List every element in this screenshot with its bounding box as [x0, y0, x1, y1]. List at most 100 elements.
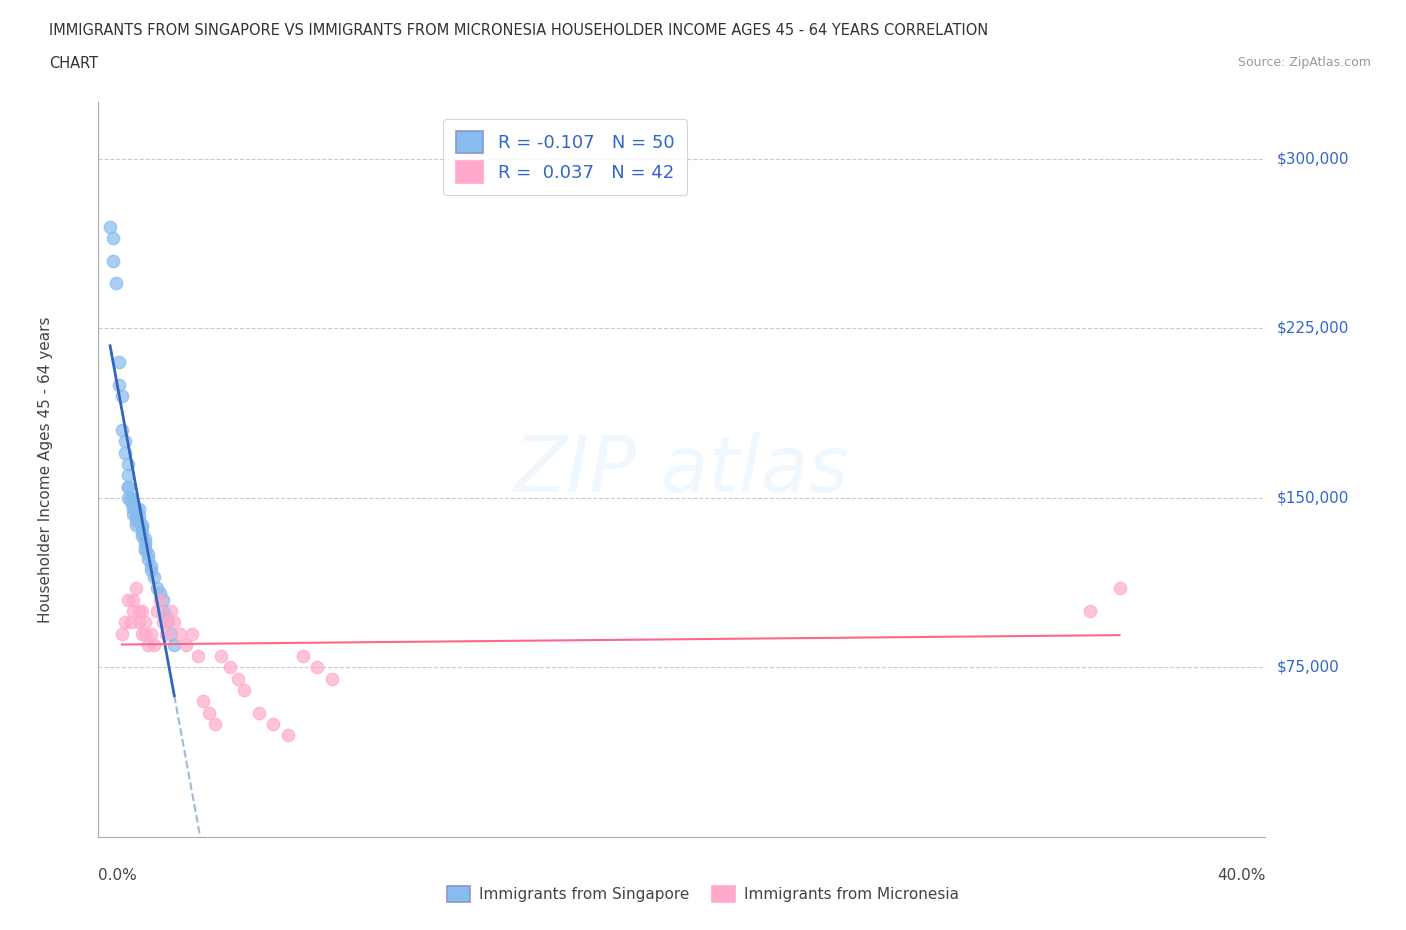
Point — [233, 683, 256, 698]
Point — [104, 275, 127, 290]
Point — [117, 457, 139, 472]
Point — [149, 585, 172, 600]
Point — [114, 615, 136, 630]
Legend: Immigrants from Singapore, Immigrants from Micronesia: Immigrants from Singapore, Immigrants fr… — [440, 880, 966, 909]
Point — [321, 671, 343, 686]
Point — [142, 569, 165, 584]
Point — [101, 231, 124, 246]
Legend: R = -0.107   N = 50, R =  0.037   N = 42: R = -0.107 N = 50, R = 0.037 N = 42 — [443, 119, 688, 195]
Point — [1080, 604, 1102, 618]
Point — [111, 389, 134, 404]
Point — [163, 615, 186, 630]
Point — [163, 637, 186, 652]
Point — [131, 518, 153, 533]
Point — [136, 551, 159, 566]
Point — [128, 502, 150, 517]
Point — [139, 626, 162, 641]
Text: 0.0%: 0.0% — [98, 868, 138, 883]
Point — [174, 637, 197, 652]
Point — [218, 660, 240, 675]
Point — [114, 434, 136, 449]
Point — [152, 604, 174, 618]
Point — [198, 705, 221, 720]
Point — [193, 694, 215, 709]
Point — [128, 513, 150, 528]
Point — [187, 649, 209, 664]
Point — [152, 592, 174, 607]
Point — [122, 506, 145, 521]
Point — [262, 716, 284, 731]
Point — [125, 518, 148, 533]
Point — [122, 592, 145, 607]
Point — [1108, 581, 1130, 596]
Point — [134, 540, 156, 555]
Point — [149, 592, 172, 607]
Point — [114, 445, 136, 460]
Point — [134, 531, 156, 546]
Point — [131, 626, 153, 641]
Point — [117, 490, 139, 505]
Point — [128, 604, 150, 618]
Point — [122, 502, 145, 517]
Point — [157, 615, 180, 630]
Point — [125, 509, 148, 524]
Point — [120, 490, 142, 505]
Point — [122, 495, 145, 510]
Point — [120, 495, 142, 510]
Point — [108, 378, 131, 392]
Point — [125, 581, 148, 596]
Point — [136, 547, 159, 562]
Text: $75,000: $75,000 — [1277, 660, 1340, 675]
Point — [101, 253, 124, 268]
Point — [128, 615, 150, 630]
Point — [155, 608, 177, 623]
Point — [157, 615, 180, 630]
Point — [117, 479, 139, 494]
Point — [128, 509, 150, 524]
Point — [134, 536, 156, 551]
Text: IMMIGRANTS FROM SINGAPORE VS IMMIGRANTS FROM MICRONESIA HOUSEHOLDER INCOME AGES : IMMIGRANTS FROM SINGAPORE VS IMMIGRANTS … — [49, 23, 988, 38]
Text: 40.0%: 40.0% — [1218, 868, 1265, 883]
Point — [122, 604, 145, 618]
Point — [131, 604, 153, 618]
Point — [204, 716, 226, 731]
Point — [160, 626, 183, 641]
Point — [139, 563, 162, 578]
Point — [131, 525, 153, 539]
Text: Source: ZipAtlas.com: Source: ZipAtlas.com — [1237, 56, 1371, 69]
Point — [307, 660, 329, 675]
Point — [142, 637, 165, 652]
Text: ZIP atlas: ZIP atlas — [515, 432, 849, 508]
Point — [131, 520, 153, 535]
Point — [146, 581, 169, 596]
Point — [152, 615, 174, 630]
Point — [155, 626, 177, 641]
Text: Householder Income Ages 45 - 64 years: Householder Income Ages 45 - 64 years — [38, 316, 53, 623]
Point — [277, 728, 299, 743]
Point — [120, 490, 142, 505]
Point — [111, 422, 134, 437]
Point — [98, 219, 121, 234]
Text: CHART: CHART — [49, 56, 98, 71]
Point — [125, 513, 148, 528]
Point — [125, 502, 148, 517]
Text: $150,000: $150,000 — [1277, 490, 1348, 505]
Point — [122, 498, 145, 512]
Point — [134, 542, 156, 557]
Point — [136, 637, 159, 652]
Point — [139, 558, 162, 573]
Point — [228, 671, 250, 686]
Point — [160, 604, 183, 618]
Point — [291, 649, 314, 664]
Point — [247, 705, 270, 720]
Point — [180, 626, 202, 641]
Point — [169, 626, 191, 641]
Point — [134, 615, 156, 630]
Point — [131, 529, 153, 544]
Point — [117, 468, 139, 483]
Point — [117, 592, 139, 607]
Point — [111, 626, 134, 641]
Point — [146, 604, 169, 618]
Point — [120, 615, 142, 630]
Text: $225,000: $225,000 — [1277, 321, 1348, 336]
